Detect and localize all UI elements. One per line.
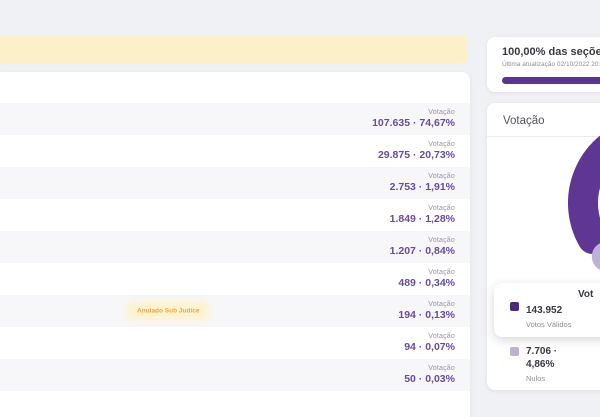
row-vote-count: 489 · 0,34% xyxy=(398,277,455,289)
sections-progress-bar xyxy=(502,77,600,84)
legend-tooltip-card: Vot 143.952 Votos Válidos xyxy=(494,283,600,337)
row-vote-count: 107.635 · 74,67% xyxy=(372,117,455,129)
result-row: Votação 2.753 · 1,91% xyxy=(0,167,470,199)
donut-segment-validos xyxy=(568,135,600,254)
row-votacao-label: Votação xyxy=(428,333,455,340)
legend-value-validos: 143.952 xyxy=(526,305,563,316)
result-row: Votação 1.207 · 0,84% xyxy=(0,231,470,263)
row-votacao-label: Votação xyxy=(428,141,455,148)
alert-banner xyxy=(0,36,468,63)
result-row: Votação 489 · 0,34% xyxy=(0,263,470,295)
legend-value-nulos: 7.706 · 4,86% xyxy=(526,346,558,370)
row-vote-count: 1.207 · 0,84% xyxy=(389,245,455,257)
tooltip-header-text: Vot xyxy=(578,289,594,300)
legend-label-validos: Votos Válidos xyxy=(526,320,572,329)
row-vote-count: 94 · 0,07% xyxy=(404,341,455,353)
result-row: Votação 1.849 · 1,28% xyxy=(0,199,470,231)
result-row: Votação 107.635 · 74,67% xyxy=(0,103,470,135)
row-vote-count: 2.753 · 1,91% xyxy=(389,181,455,193)
result-row: Votação 50 · 0,03% xyxy=(0,359,470,391)
legend-item-nulos[interactable]: 7.706 · 4,86% Nulos xyxy=(510,345,578,383)
row-votacao-label: Votação xyxy=(428,365,455,372)
results-panel: Votação 107.635 · 74,67% Votação 29.875 … xyxy=(0,72,470,417)
votacao-donut-chart xyxy=(568,135,600,270)
row-votacao-label: Votação xyxy=(428,173,455,180)
legend-label-nulos: Nulos xyxy=(526,374,546,383)
row-votacao-label: Votação xyxy=(428,269,455,276)
votacao-card-title: Votação xyxy=(487,103,600,137)
result-row: Votação 29.875 · 20,73% xyxy=(0,135,470,167)
row-votacao-label: Votação xyxy=(428,109,455,116)
row-votacao-label: Votação xyxy=(428,205,455,212)
row-vote-count: 29.875 · 20,73% xyxy=(377,149,455,161)
row-votacao-label: Votação xyxy=(428,237,455,244)
sub-judice-badge: Anulado Sub Judice xyxy=(130,305,207,317)
result-row: Votação 94 · 0,07% xyxy=(0,327,470,359)
row-vote-count: 50 · 0,03% xyxy=(404,373,455,385)
votacao-card: Votação Vot 143.952 Votos Válidos 7.706 … xyxy=(487,103,600,390)
legend-swatch-validos-icon xyxy=(510,302,519,311)
sections-total-title: 100,00% das seções tot xyxy=(502,46,600,58)
row-votacao-label: Votação xyxy=(428,301,455,308)
last-update-text: Última atualização 02/10/2022 20:15 xyxy=(502,61,600,68)
results-list: Votação 107.635 · 74,67% Votação 29.875 … xyxy=(0,103,470,391)
row-vote-count: 1.849 · 1,28% xyxy=(389,213,455,225)
result-row: Anulado Sub Judice Votação 194 · 0,13% xyxy=(0,295,470,327)
row-vote-count: 194 · 0,13% xyxy=(398,309,455,321)
legend-swatch-nulos-icon xyxy=(510,347,519,356)
legend-item-votos-validos[interactable]: 143.952 Votos Válidos xyxy=(510,300,571,329)
sections-summary-card: 100,00% das seções tot Última atualizaçã… xyxy=(487,37,600,92)
